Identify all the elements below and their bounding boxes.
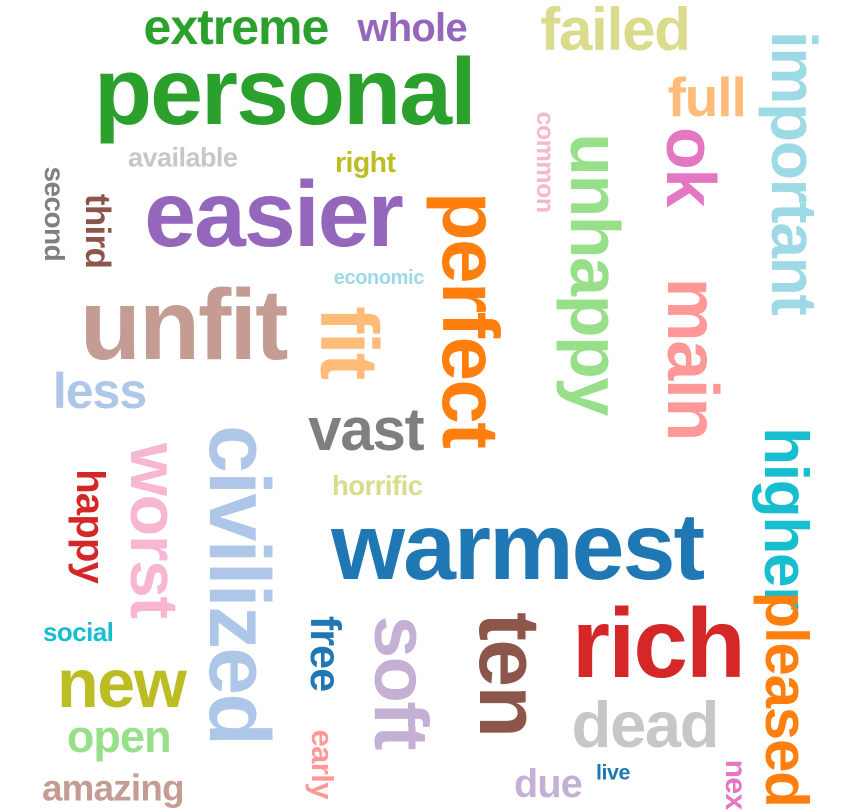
word-available: available: [128, 142, 238, 173]
word-higher: higher: [751, 427, 820, 610]
word-third: third: [78, 193, 117, 269]
word-important: important: [758, 30, 830, 315]
word-happy: happy: [68, 469, 112, 584]
word-worst: worst: [116, 443, 192, 618]
word-nex: nex: [719, 759, 752, 810]
word-due: due: [514, 762, 583, 807]
word-fit: fit: [303, 306, 394, 379]
word-pleased: pleased: [753, 591, 820, 807]
word-horrific: horrific: [332, 470, 423, 502]
word-economic: economic: [333, 267, 425, 289]
word-easier: easier: [144, 162, 404, 266]
word-amazing: amazing: [42, 767, 185, 809]
word-soft: soft: [358, 615, 443, 749]
word-unfit: unfit: [79, 269, 289, 381]
word-new: new: [57, 645, 187, 722]
word-early: early: [305, 729, 340, 799]
word-less: less: [52, 363, 147, 419]
word-main: main: [652, 277, 732, 440]
word-dead: dead: [571, 688, 720, 761]
word-free: free: [301, 615, 349, 692]
word-ok: ok: [652, 126, 730, 206]
word-perfect: perfect: [426, 191, 515, 448]
word-warmest: warmest: [331, 494, 705, 600]
word-social: social: [43, 619, 114, 648]
word-failed: failed: [540, 0, 691, 63]
word-right: right: [335, 146, 396, 179]
word-open: open: [66, 711, 172, 762]
word-live: live: [596, 760, 630, 785]
word-whole: whole: [357, 6, 467, 50]
word-rich: rich: [571, 588, 746, 698]
word-personal: personal: [93, 39, 477, 145]
word-full: full: [667, 66, 747, 128]
word-unhappy: unhappy: [556, 133, 634, 415]
word-extreme: extreme: [143, 0, 330, 55]
word-civilized: civilized: [191, 425, 287, 745]
word-common: common: [531, 111, 559, 213]
word-vast: vast: [308, 396, 424, 463]
word-second: second: [39, 166, 70, 262]
word-ten: ten: [461, 612, 557, 737]
